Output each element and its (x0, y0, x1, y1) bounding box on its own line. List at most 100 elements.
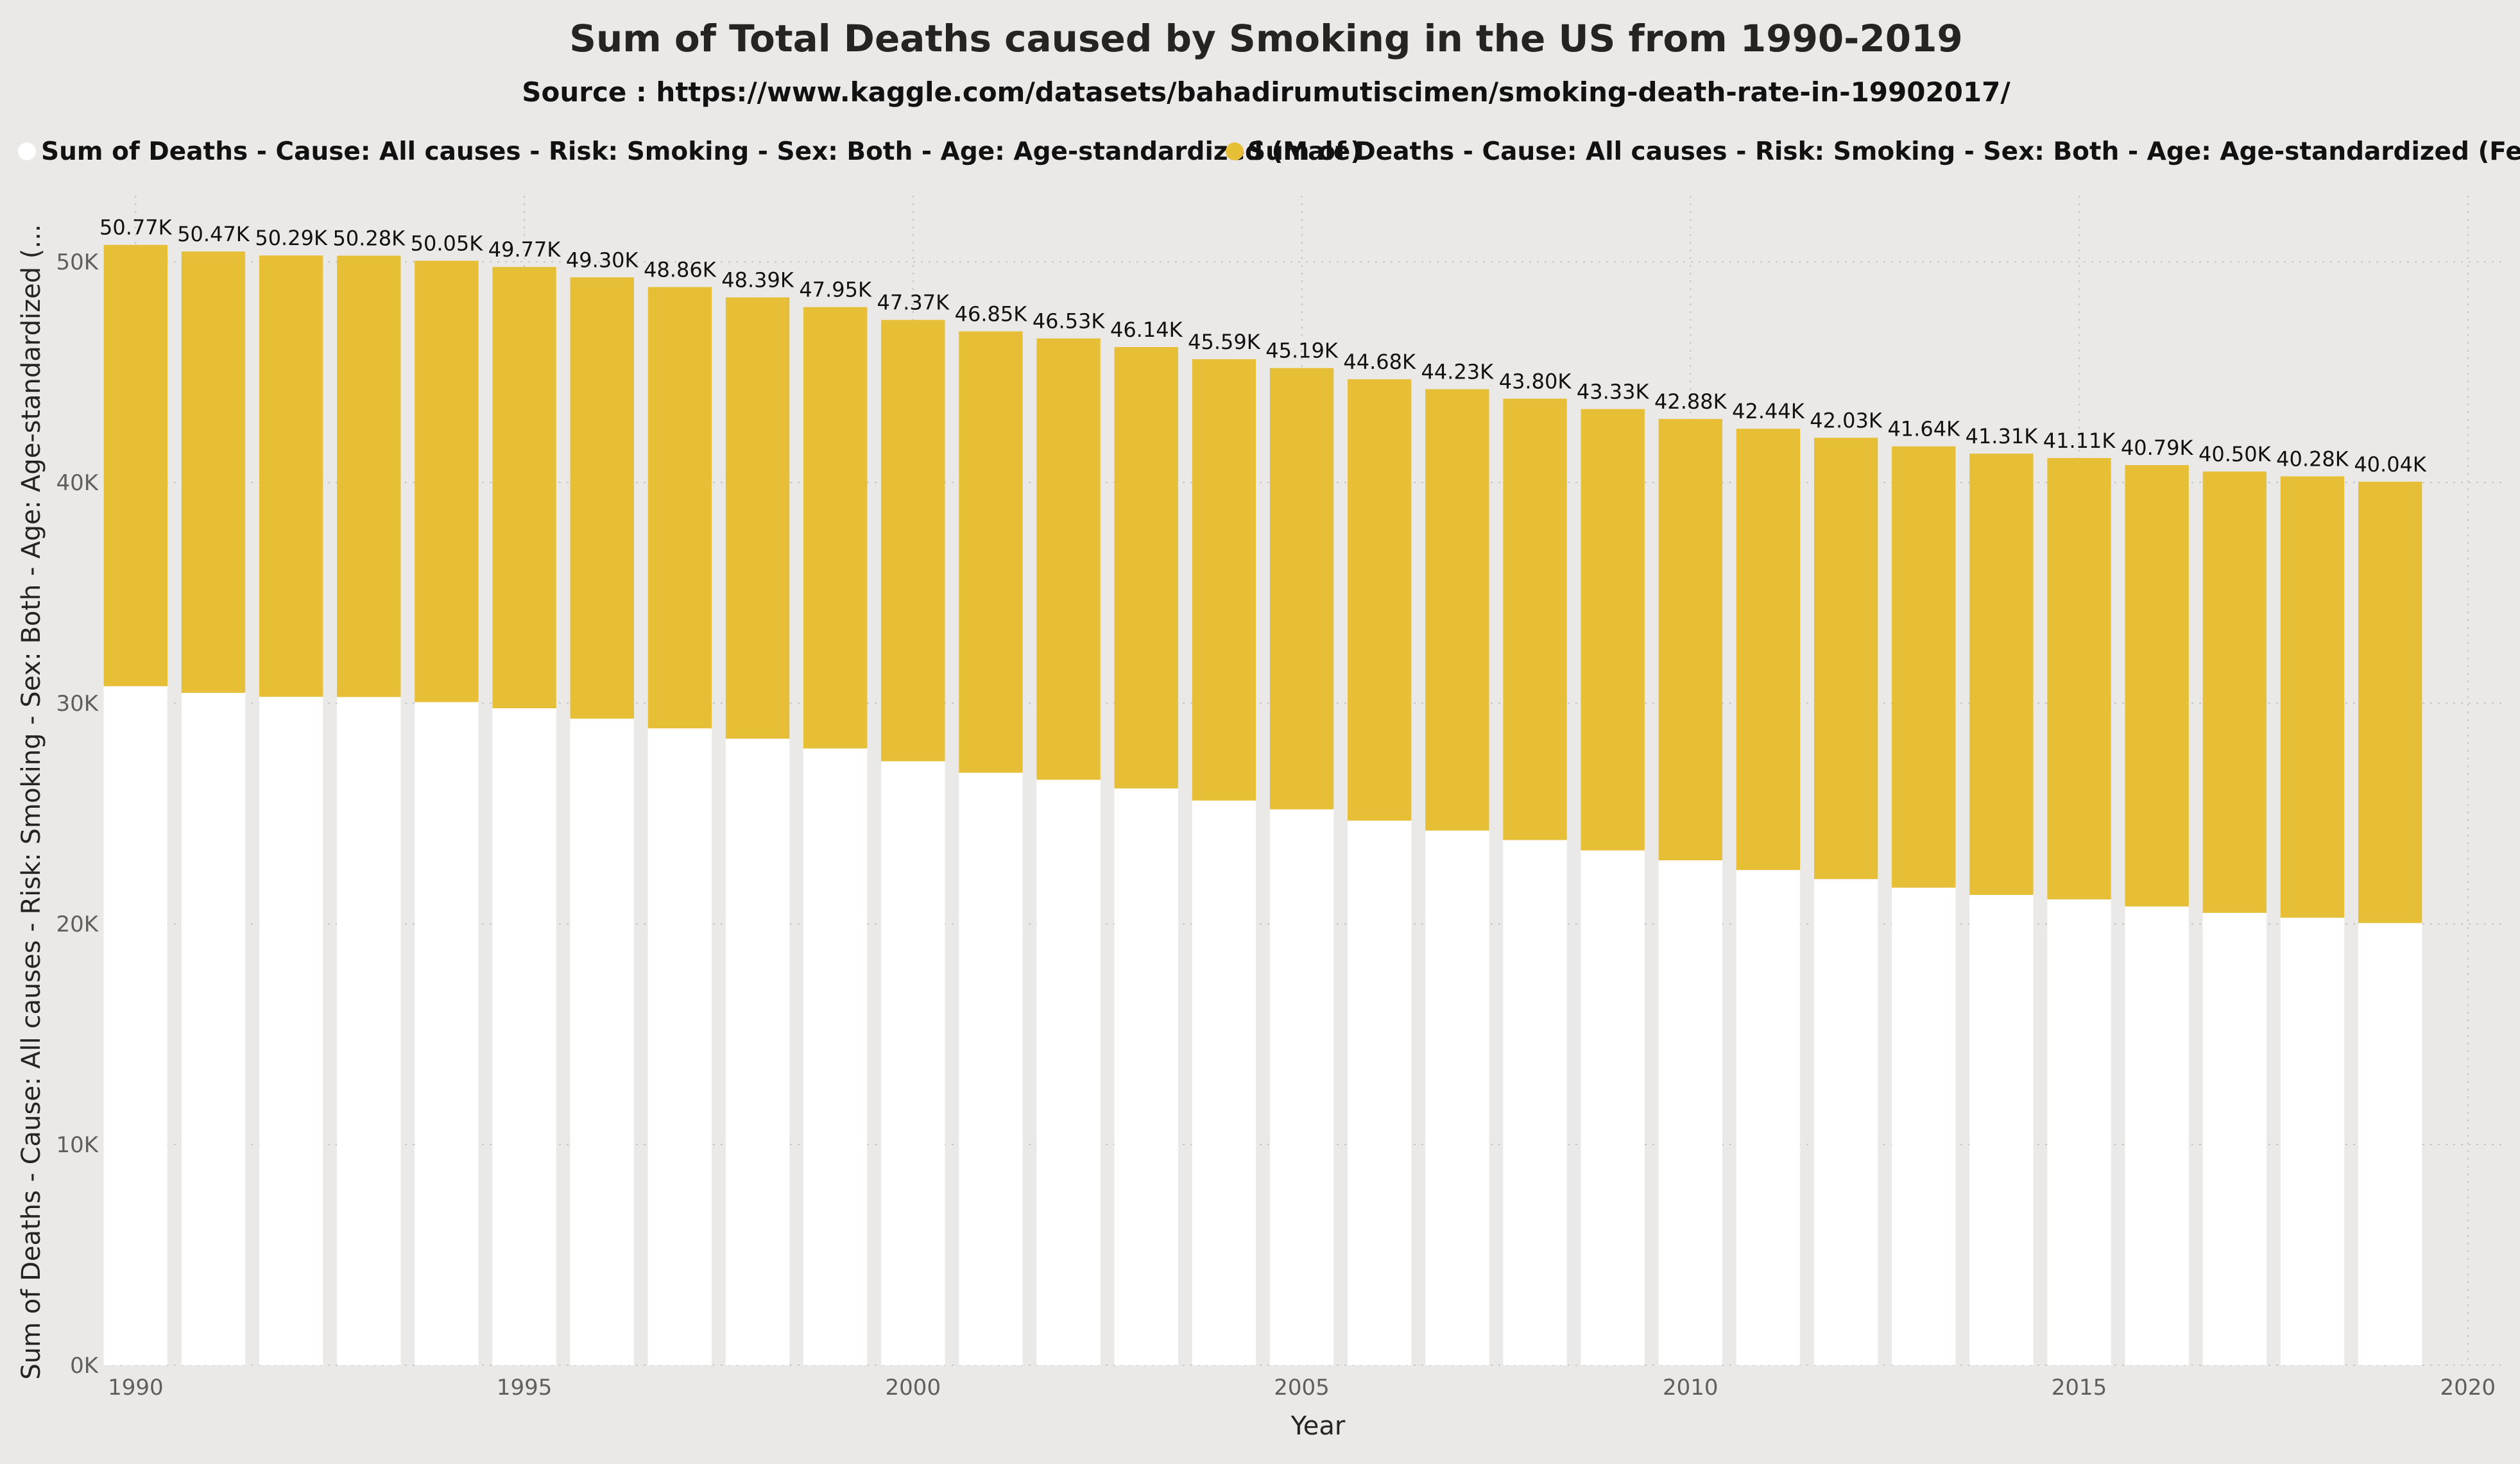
bar-segment-female[interactable] (1114, 346, 1178, 788)
total-data-label: 45.19K (1265, 339, 1339, 363)
x-tick-label: 2020 (2440, 1375, 2496, 1400)
bar-segment-female[interactable] (2125, 464, 2189, 906)
y-tick-label: 30K (56, 691, 99, 717)
bar-segment-male[interactable] (1892, 887, 1956, 1365)
legend-label-male[interactable]: Sum of Deaths - Cause: All causes - Risk… (41, 137, 1362, 166)
bar-segment-male[interactable] (103, 686, 168, 1365)
bar-segment-female[interactable] (881, 319, 945, 762)
bar-segment-male[interactable] (1192, 800, 1256, 1365)
bar-segment-female[interactable] (803, 307, 868, 749)
total-data-label: 47.95K (799, 278, 872, 302)
bar-segment-female[interactable] (1658, 419, 1722, 861)
legend-marker-female (1226, 142, 1244, 160)
bar-segment-male[interactable] (2047, 899, 2111, 1365)
bar-segment-female[interactable] (725, 297, 790, 739)
x-tick-label: 2005 (1274, 1375, 1330, 1400)
bar-segment-female[interactable] (647, 287, 712, 729)
bar-segment-female[interactable] (2202, 471, 2267, 913)
bar-segment-female[interactable] (492, 267, 556, 709)
bar-segment-male[interactable] (1269, 809, 1334, 1365)
bar-segment-male[interactable] (1114, 788, 1178, 1365)
total-data-label: 41.31K (1966, 424, 2039, 448)
bar-segment-male[interactable] (1658, 860, 1722, 1365)
total-data-label: 41.11K (2043, 429, 2116, 453)
x-tick-label: 1995 (497, 1375, 553, 1400)
total-data-label: 46.85K (955, 302, 1028, 327)
legend-label-female[interactable]: Sum of Deaths - Cause: All causes - Risk… (1247, 137, 2520, 166)
bar-segment-female[interactable] (2280, 476, 2345, 918)
y-tick-label: 10K (56, 1132, 99, 1158)
total-data-label: 50.77K (99, 216, 173, 240)
legend-marker-male (18, 142, 36, 160)
bar-segment-female[interactable] (415, 260, 479, 702)
bar-segment-male[interactable] (1425, 830, 1489, 1365)
legend[interactable]: Sum of Deaths - Cause: All causes - Risk… (18, 137, 2520, 166)
bar-segment-male[interactable] (492, 708, 556, 1365)
bar-segment-male[interactable] (1813, 879, 1878, 1365)
total-data-label: 45.59K (1188, 330, 1261, 354)
bar-segment-female[interactable] (570, 277, 634, 719)
bar-segment-male[interactable] (2202, 912, 2267, 1365)
bar-segment-male[interactable] (181, 692, 246, 1365)
bar-segment-male[interactable] (1036, 779, 1101, 1365)
total-data-label: 46.14K (1110, 318, 1183, 342)
total-data-label: 50.47K (177, 222, 250, 246)
bar-segment-male[interactable] (881, 761, 945, 1365)
x-tick-label: 2010 (1663, 1375, 1719, 1400)
total-data-label: 50.29K (255, 226, 328, 250)
bar-segment-female[interactable] (1269, 368, 1334, 810)
bar-segment-male[interactable] (1503, 840, 1567, 1365)
x-tick-label: 2015 (2052, 1375, 2107, 1400)
x-axis-title: Year (1290, 1411, 1346, 1441)
bar-segment-female[interactable] (1348, 379, 1412, 821)
total-data-label: 40.79K (2121, 436, 2194, 460)
bar-segment-female[interactable] (259, 255, 323, 697)
chart-subtitle[interactable]: Source : https://www.kaggle.com/datasets… (522, 76, 2010, 108)
bar-segment-male[interactable] (2358, 923, 2422, 1365)
x-tick-label: 1990 (108, 1375, 164, 1400)
bar-segment-male[interactable] (2125, 906, 2189, 1365)
data-labels-layer: 50.77K 50.47K 50.29K 50.28K 50.05K 49.77K 49.3… (99, 216, 2427, 477)
bar-segment-female[interactable] (181, 251, 246, 693)
y-tick-label: 40K (56, 470, 99, 496)
bar-segment-male[interactable] (2280, 917, 2345, 1365)
bar-segment-male[interactable] (725, 738, 790, 1365)
bar-segment-female[interactable] (1892, 446, 1956, 888)
bar-segment-male[interactable] (337, 697, 401, 1365)
bar-segment-female[interactable] (1736, 429, 1801, 871)
bars-layer (103, 244, 2422, 1365)
bar-segment-female[interactable] (1813, 438, 1878, 880)
bar-segment-female[interactable] (2047, 457, 2111, 899)
bar-segment-male[interactable] (803, 748, 868, 1365)
total-data-label: 42.88K (1654, 389, 1727, 414)
bar-segment-female[interactable] (337, 255, 401, 697)
y-tick-label: 50K (56, 250, 99, 275)
total-data-label: 48.39K (721, 268, 794, 293)
bar-segment-male[interactable] (259, 697, 323, 1365)
bar-segment-male[interactable] (959, 772, 1023, 1365)
bar-segment-male[interactable] (1969, 895, 2034, 1365)
bar-segment-male[interactable] (647, 728, 712, 1365)
total-data-label: 43.80K (1499, 369, 1572, 393)
bar-segment-male[interactable] (1581, 850, 1645, 1365)
bar-segment-female[interactable] (1036, 338, 1101, 780)
total-data-label: 42.44K (1732, 399, 1805, 423)
bar-segment-female[interactable] (1503, 398, 1567, 840)
chart-title: Sum of Total Deaths caused by Smoking in… (569, 17, 1963, 60)
y-axis-title: Sum of Deaths - Cause: All causes - Risk… (17, 224, 46, 1379)
bar-segment-male[interactable] (1736, 870, 1801, 1365)
bar-segment-female[interactable] (2358, 481, 2422, 923)
bar-segment-male[interactable] (570, 719, 634, 1365)
bar-segment-female[interactable] (1581, 409, 1645, 851)
bar-segment-female[interactable] (959, 331, 1023, 773)
bar-segment-female[interactable] (1425, 389, 1489, 831)
bar-segment-female[interactable] (103, 244, 168, 686)
bar-segment-male[interactable] (1348, 821, 1412, 1365)
bar-segment-female[interactable] (1192, 359, 1256, 801)
y-tick-label: 0K (70, 1353, 99, 1379)
bar-segment-female[interactable] (1969, 454, 2034, 896)
y-tick-label: 20K (56, 912, 99, 937)
bar-segment-male[interactable] (415, 702, 479, 1365)
total-data-label: 40.04K (2354, 452, 2427, 477)
